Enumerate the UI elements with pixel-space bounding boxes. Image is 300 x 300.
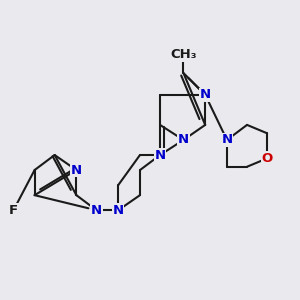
- Text: N: N: [91, 204, 102, 217]
- Text: N: N: [178, 134, 189, 146]
- Text: N: N: [154, 148, 166, 161]
- Text: N: N: [200, 88, 211, 101]
- Text: N: N: [71, 164, 82, 177]
- Text: CH₃: CH₃: [170, 48, 197, 61]
- Text: F: F: [9, 204, 18, 217]
- Text: N: N: [113, 204, 124, 217]
- Text: N: N: [221, 134, 233, 146]
- Text: O: O: [262, 152, 273, 165]
